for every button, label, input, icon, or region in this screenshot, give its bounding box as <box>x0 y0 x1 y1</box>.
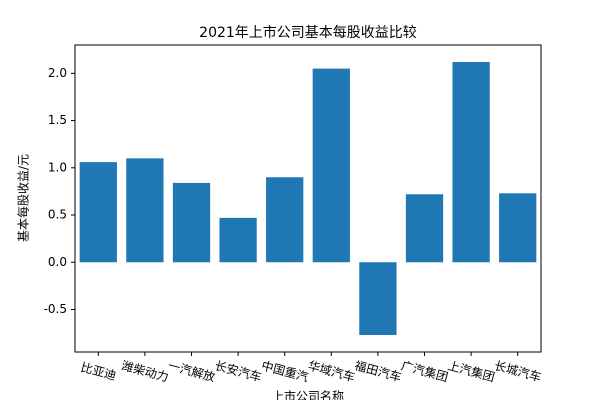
x-tick-label: 上汽集团 <box>446 358 496 385</box>
bar <box>359 262 397 335</box>
x-tick-label: 潍柴动力 <box>120 359 170 385</box>
bar <box>126 158 164 263</box>
x-axis-label: 上市公司名称 <box>272 389 344 400</box>
y-tick-label: -0.5 <box>44 302 67 316</box>
bar <box>405 194 444 263</box>
y-axis-label: 基本每股收益/元 <box>16 154 31 242</box>
bar <box>452 62 490 263</box>
bar <box>219 217 257 263</box>
plot-frame <box>74 44 542 353</box>
chart-title: 2021年上市公司基本每股收益比较 <box>199 24 417 41</box>
y-tick-label: 1.5 <box>48 113 67 127</box>
y-tick-label: 0.5 <box>48 208 67 222</box>
bar <box>79 162 117 263</box>
bar <box>312 68 350 263</box>
x-tick-label: 广汽集团 <box>400 358 450 385</box>
x-tick-label: 中国重汽 <box>260 358 310 385</box>
x-tick-label: 长城汽车 <box>493 358 543 385</box>
bar <box>172 182 211 263</box>
bar <box>499 193 537 263</box>
x-tick-label: 比亚迪 <box>79 360 117 383</box>
x-tick-label: 一汽解放 <box>167 358 217 385</box>
x-tick-label: 福田汽车 <box>353 358 403 385</box>
bar <box>266 177 304 263</box>
y-tick-label: 2.0 <box>48 66 67 80</box>
y-tick-label: 1.0 <box>48 160 67 174</box>
y-tick-label: 0.0 <box>48 255 67 269</box>
x-tick-label: 长安汽车 <box>213 358 263 385</box>
x-tick-label: 华域汽车 <box>306 358 356 385</box>
